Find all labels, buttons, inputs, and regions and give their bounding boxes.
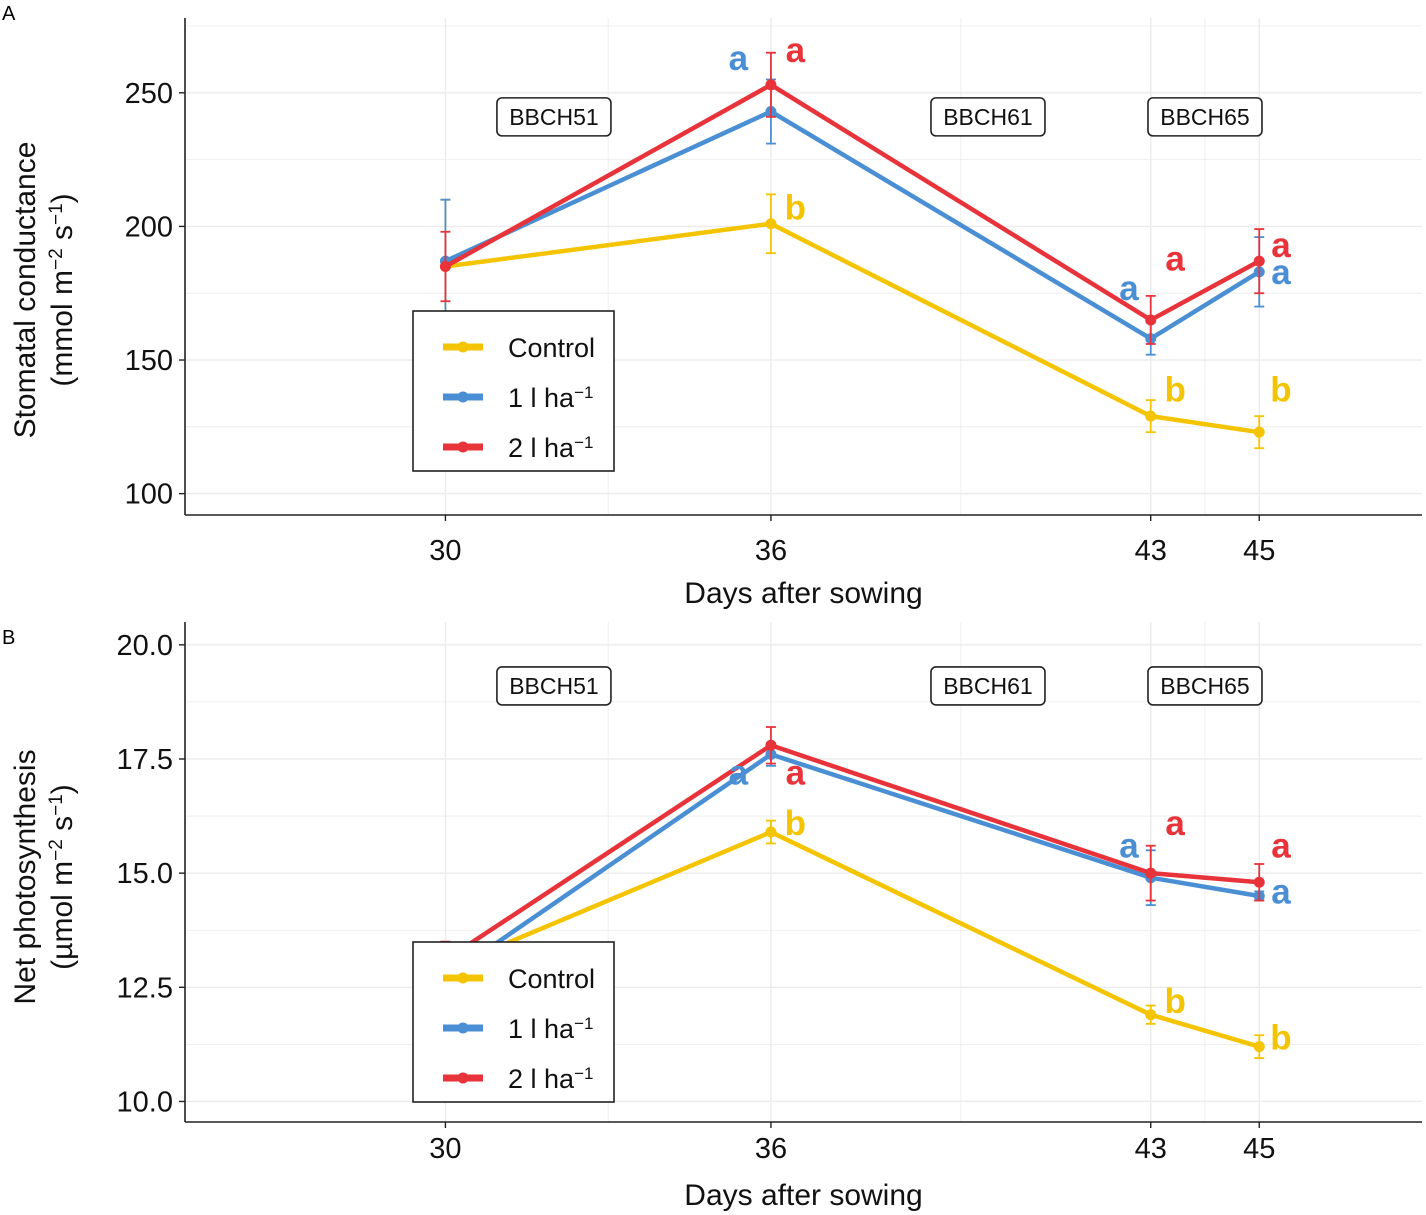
series-line xyxy=(444,752,1260,981)
legend: Control 1 l ha−1 2 l ha−1 xyxy=(412,941,615,1103)
y-tick-label: 12.5 xyxy=(117,972,173,1004)
y-tick-label: 15.0 xyxy=(117,858,173,890)
data-point xyxy=(765,739,777,751)
significance-letter: b xyxy=(785,804,806,843)
data-point xyxy=(1253,876,1265,888)
legend-label: 2 l ha−1 xyxy=(508,1064,593,1095)
growth-stage-label: BBCH65 xyxy=(1160,104,1249,130)
x-axis-title: Days after sowing xyxy=(684,577,922,610)
x-tick-label: 30 xyxy=(429,535,461,567)
legend-label: 1 l ha−1 xyxy=(508,383,593,414)
panel-label-a: A xyxy=(2,3,16,25)
y-axis-title: Net photosynthesis xyxy=(9,749,42,1004)
significance-letter: a xyxy=(786,31,806,70)
y-axis-title-units: (µmol m−2 s−1) xyxy=(46,784,80,970)
series-line xyxy=(444,82,1261,323)
growth-stage-box xyxy=(496,666,612,706)
y-tick-label: 250 xyxy=(125,78,173,110)
data-point xyxy=(1253,1041,1265,1053)
data-point xyxy=(765,79,777,91)
data-point xyxy=(1253,426,1265,438)
grid xyxy=(185,622,1422,1122)
chart-panel-a: 100 150 200 250 30 36 43 45 Days after sowing Sto… xyxy=(9,18,1422,610)
x-tick-label: 43 xyxy=(1135,535,1167,567)
legend-swatch-point xyxy=(457,1072,469,1084)
y-tick-label: 150 xyxy=(125,345,173,377)
significance-letter: b xyxy=(1164,982,1185,1021)
y-tick-label: 100 xyxy=(125,479,173,511)
legend-swatch-point xyxy=(457,341,469,353)
significance-letter: a xyxy=(729,39,749,78)
legend-label: 1 l ha−1 xyxy=(508,1014,593,1045)
series-two_l xyxy=(439,51,1265,345)
y-tick-label: 10.0 xyxy=(117,1086,173,1118)
y-axis-title: Stomatal conductance xyxy=(9,142,42,439)
significance-letter: b xyxy=(1270,370,1291,409)
significance-letter: a xyxy=(729,754,749,793)
x-tick-label: 45 xyxy=(1243,535,1275,567)
significance-letter: b xyxy=(785,189,806,228)
y-axis-title-units: (mmol m−2 s−1) xyxy=(46,193,80,386)
series-line xyxy=(444,829,1260,1049)
legend-swatch-point xyxy=(457,441,469,453)
significance-letter: b xyxy=(1270,1019,1291,1058)
significance-letter: a xyxy=(1271,253,1291,292)
data-point xyxy=(765,826,777,838)
significance-letter: a xyxy=(1165,804,1185,843)
significance-letter: a xyxy=(1271,226,1291,265)
growth-stage-label: BBCH51 xyxy=(509,673,598,699)
grid xyxy=(185,18,1422,515)
significance-letter: a xyxy=(786,754,806,793)
series-line xyxy=(445,221,1260,435)
growth-stage-box xyxy=(496,97,612,137)
significance-letter: a xyxy=(1271,827,1291,866)
x-tick-label: 45 xyxy=(1243,1133,1275,1165)
legend: Control 1 l ha−1 2 l ha−1 xyxy=(412,310,615,472)
legend-label: Control xyxy=(508,964,595,994)
x-tick-label: 36 xyxy=(755,1133,787,1165)
growth-stage-box xyxy=(1147,666,1263,706)
growth-stage-label: BBCH61 xyxy=(943,104,1032,130)
x-tick-label: 43 xyxy=(1135,1133,1167,1165)
significance-letter: b xyxy=(1164,370,1185,409)
y-tick-label: 17.5 xyxy=(117,744,173,776)
legend-swatch-point xyxy=(457,972,469,984)
data-point xyxy=(1145,867,1157,879)
y-tick-label: 200 xyxy=(125,211,173,243)
legend-label: 2 l ha−1 xyxy=(508,433,593,464)
legend-swatch-point xyxy=(457,391,469,403)
series-two_l xyxy=(439,726,1265,980)
growth-stage-label: BBCH65 xyxy=(1160,673,1249,699)
panel-label-b: B xyxy=(2,627,15,649)
y-tick-label: 20.0 xyxy=(117,630,173,662)
data-point xyxy=(765,218,777,230)
growth-stage-label: BBCH61 xyxy=(943,673,1032,699)
growth-stage-label: BBCH51 xyxy=(509,104,598,130)
growth-stage-box xyxy=(930,97,1046,137)
growth-stage-box xyxy=(930,666,1046,706)
chart-panel-b: 10.0 12.5 15.0 17.5 20.0 30 36 43 45 Days after s… xyxy=(9,622,1422,1212)
significance-letter: a xyxy=(1119,269,1139,308)
growth-stage-box xyxy=(1147,97,1263,137)
series-line xyxy=(444,743,1260,962)
significance-letter: a xyxy=(1165,239,1185,278)
data-point xyxy=(1253,255,1265,267)
data-point xyxy=(1145,410,1157,422)
significance-letter: a xyxy=(1119,827,1139,866)
legend-label: Control xyxy=(508,333,595,363)
x-tick-label: 36 xyxy=(755,535,787,567)
data-point xyxy=(439,261,451,272)
data-point xyxy=(1145,314,1157,326)
data-point xyxy=(1145,1009,1157,1021)
legend-swatch-point xyxy=(457,1022,469,1034)
significance-letter: a xyxy=(1271,872,1291,911)
x-tick-label: 30 xyxy=(429,1133,461,1165)
series-line xyxy=(444,109,1261,341)
x-axis-title: Days after sowing xyxy=(684,1179,922,1212)
